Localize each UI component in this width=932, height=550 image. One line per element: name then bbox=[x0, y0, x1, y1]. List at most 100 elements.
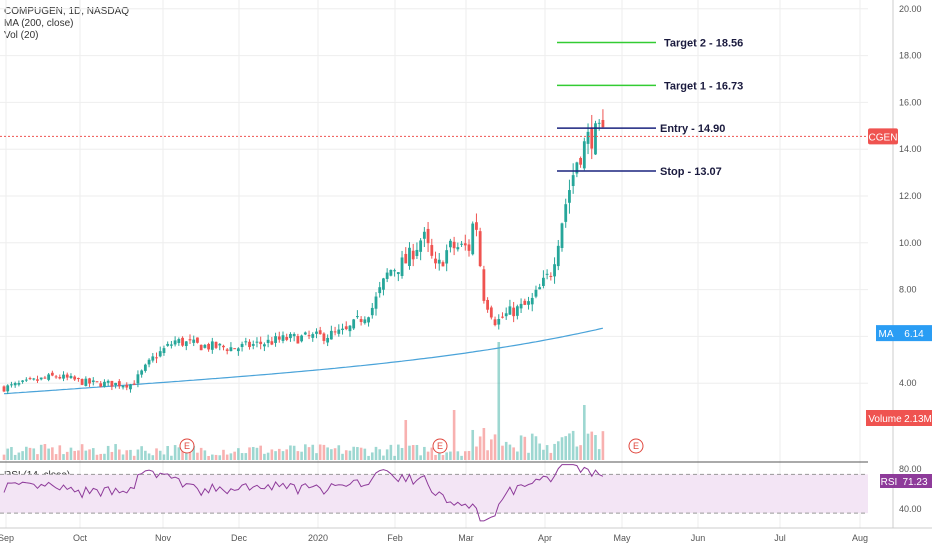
candle-body bbox=[225, 349, 229, 351]
volume-bar bbox=[568, 433, 571, 460]
symbol-title[interactable]: COMPUGEN, 1D, NASDAQ bbox=[4, 6, 130, 17]
volume-bar bbox=[84, 450, 88, 460]
volume-tag-label: Volume bbox=[868, 414, 902, 425]
candle-body bbox=[117, 381, 121, 387]
volume-bar bbox=[456, 451, 460, 460]
candle-body bbox=[341, 328, 344, 331]
volume-bar bbox=[110, 451, 114, 460]
volume-bar bbox=[36, 454, 39, 460]
rsi-tick-label: 40.00 bbox=[899, 504, 922, 514]
rsi-tag[interactable] bbox=[880, 474, 898, 488]
candle-body bbox=[594, 123, 597, 155]
candle-body bbox=[582, 141, 586, 169]
candle-body bbox=[143, 364, 147, 371]
candle-body bbox=[285, 336, 289, 340]
candle-body bbox=[378, 287, 382, 294]
candle-body bbox=[434, 258, 437, 264]
candle-body bbox=[489, 307, 493, 318]
volume-bar bbox=[125, 450, 129, 460]
volume-bar bbox=[486, 450, 489, 460]
volume-bar bbox=[601, 431, 605, 460]
earnings-event-label: E bbox=[437, 441, 443, 451]
earnings-event-icon[interactable] bbox=[432, 438, 448, 454]
volume-bar bbox=[530, 433, 534, 460]
candle-body bbox=[363, 319, 367, 324]
rsi-tag-label: RSI bbox=[881, 477, 898, 488]
candle-body bbox=[24, 379, 28, 381]
candle-body bbox=[177, 339, 181, 343]
volume-bar bbox=[51, 447, 54, 460]
price-tick-label: 14.00 bbox=[899, 144, 922, 154]
earnings-event-label: E bbox=[184, 441, 190, 451]
volume-bar bbox=[263, 453, 266, 460]
candle-body bbox=[385, 272, 389, 279]
candle-body bbox=[333, 331, 337, 333]
candle-body bbox=[166, 343, 170, 346]
candle-body bbox=[263, 344, 266, 347]
candle-body bbox=[504, 313, 508, 317]
candle-body bbox=[318, 330, 322, 335]
volume-bar bbox=[99, 453, 103, 460]
candle-body bbox=[523, 300, 527, 305]
price-tick-label: 10.00 bbox=[899, 238, 922, 248]
candle-body bbox=[437, 259, 441, 264]
volume-legend[interactable]: Vol (20) bbox=[4, 30, 39, 41]
candle-body bbox=[73, 376, 77, 380]
volume-bar bbox=[441, 455, 445, 460]
candle-body bbox=[77, 378, 80, 380]
volume-bar bbox=[400, 447, 404, 460]
volume-bar bbox=[330, 449, 333, 460]
price-tag[interactable] bbox=[868, 128, 898, 145]
ma-legend[interactable]: MA (200, close) bbox=[4, 18, 74, 29]
candle-body bbox=[382, 278, 385, 290]
candle-body bbox=[396, 272, 400, 275]
volume-bar bbox=[590, 431, 594, 460]
price-tag-label: CGEN bbox=[869, 132, 898, 143]
volume-bar bbox=[434, 454, 437, 460]
volume-bar bbox=[326, 447, 329, 460]
price-tick-label: 4.00 bbox=[899, 378, 917, 388]
candle-body bbox=[486, 299, 489, 310]
candle-body bbox=[199, 344, 203, 351]
earnings-event-icon[interactable] bbox=[179, 438, 195, 454]
volume-bar bbox=[385, 449, 389, 460]
volume-tag[interactable] bbox=[866, 410, 904, 426]
candle-body bbox=[289, 334, 292, 339]
ma-tag[interactable] bbox=[876, 325, 896, 342]
volume-bar bbox=[103, 453, 106, 460]
volume-bar bbox=[114, 444, 117, 460]
candle-body bbox=[493, 319, 497, 326]
candle-body bbox=[348, 325, 352, 332]
candle-body bbox=[43, 377, 47, 379]
volume-bar bbox=[497, 342, 501, 460]
candle-body bbox=[337, 329, 341, 334]
entry-label: Entry - 14.90 bbox=[660, 123, 725, 135]
candle-body bbox=[54, 376, 58, 378]
candle-body bbox=[277, 336, 281, 340]
volume-bar bbox=[423, 446, 426, 460]
candle-body bbox=[449, 240, 452, 248]
candle-body bbox=[430, 245, 434, 256]
candle-body bbox=[255, 341, 259, 343]
volume-bar bbox=[6, 448, 10, 460]
candle-body bbox=[329, 330, 333, 340]
time-tick-label: May bbox=[613, 533, 631, 543]
candle-body bbox=[590, 127, 594, 149]
volume-bar bbox=[266, 452, 270, 460]
candle-body bbox=[155, 357, 158, 359]
volume-bar bbox=[523, 436, 527, 460]
volume-bar bbox=[39, 444, 43, 460]
volume-bar bbox=[274, 451, 277, 460]
earnings-event-icon[interactable] bbox=[628, 438, 644, 454]
candle-body bbox=[568, 190, 571, 203]
volume-bar bbox=[404, 420, 408, 460]
candle-body bbox=[370, 307, 374, 316]
candle-body bbox=[475, 222, 478, 230]
candle-body bbox=[136, 374, 140, 384]
candle-body bbox=[415, 249, 419, 257]
volume-bar bbox=[173, 445, 177, 460]
volume-bar bbox=[218, 455, 222, 460]
candle-body bbox=[300, 335, 303, 342]
volume-bar bbox=[307, 447, 311, 460]
